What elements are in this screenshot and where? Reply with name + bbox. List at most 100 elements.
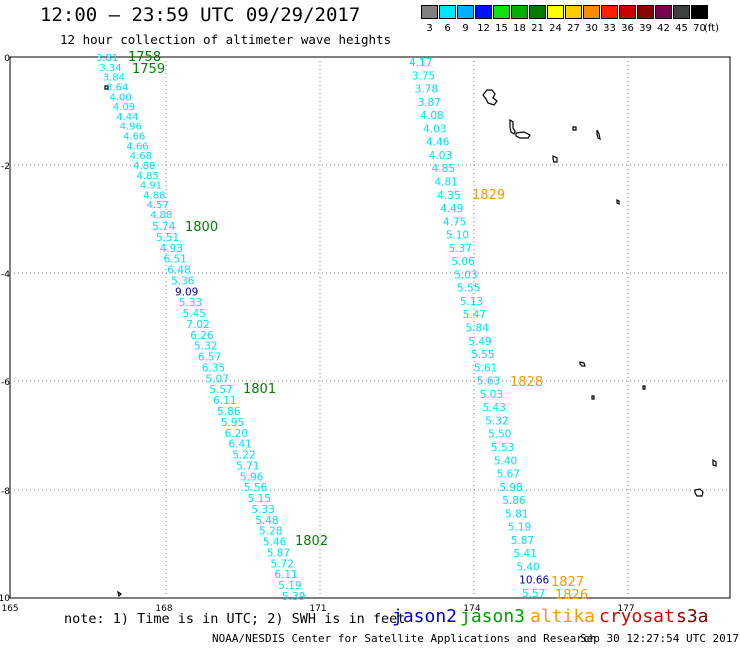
scale-swatch-30 xyxy=(583,5,600,19)
swh-value-west: 5.39 xyxy=(282,591,305,603)
swh-value-east: 4.08 xyxy=(420,110,443,122)
swh-value-west: 5.95 xyxy=(221,417,244,429)
swh-value-west: 5.07 xyxy=(206,373,229,385)
lon-label: 177 xyxy=(617,604,634,614)
page-title: 12:00 — 23:59 UTC 09/29/2017 xyxy=(40,4,361,26)
island-outline xyxy=(591,395,595,400)
swh-value-west: 4.85 xyxy=(137,171,159,182)
swh-value-west: 4.68 xyxy=(130,151,152,162)
swh-value-east: 5.13 xyxy=(460,296,483,308)
track-time-label: 1826 xyxy=(555,588,588,603)
swh-value-east: 5.41 xyxy=(514,548,537,560)
swh-value-east: 5.55 xyxy=(457,283,480,295)
swh-value-west: 3.84 xyxy=(103,73,125,84)
swh-value-east: 5.03 xyxy=(454,269,477,281)
swh-value-west: 5.33 xyxy=(251,504,274,516)
swh-value-east: 5.57 xyxy=(522,588,545,600)
lat-label: -8 xyxy=(1,487,10,497)
lat-label: -6 xyxy=(1,378,10,388)
swh-value-east: 5.47 xyxy=(463,309,486,321)
scale-label-3: 3 xyxy=(426,23,433,34)
swh-value-west: 5.86 xyxy=(217,406,241,418)
scale-label-33: 33 xyxy=(603,23,616,34)
swh-value-east: 4.17 xyxy=(409,57,432,69)
swh-value-west: 4.88 xyxy=(143,190,165,201)
lon-label: 168 xyxy=(155,604,172,614)
scale-label-9: 9 xyxy=(462,23,469,34)
swh-value-east: 5.84 xyxy=(466,323,490,335)
swh-value-east: 4.75 xyxy=(443,216,466,228)
swh-value-east: 5.53 xyxy=(491,442,514,454)
lat-label: 0 xyxy=(4,54,10,64)
legend-jason3: jason3 xyxy=(460,606,526,627)
swh-value-west: 6.48 xyxy=(167,265,190,277)
swh-value-west: 5.71 xyxy=(236,460,259,472)
scale-label-27: 27 xyxy=(567,23,580,34)
lon-label: 165 xyxy=(1,604,18,614)
scale-swatch-33 xyxy=(601,5,618,19)
swh-value-west: 6.26 xyxy=(190,330,214,342)
swh-value-west: 3.64 xyxy=(106,82,128,93)
swh-value-east: 5.10 xyxy=(446,230,469,242)
swh-value-east: 5.67 xyxy=(497,469,520,481)
swh-value-east: 5.40 xyxy=(516,561,539,573)
island-outline xyxy=(552,155,558,163)
scale-swatch-18 xyxy=(511,5,528,19)
lat-label: -10 xyxy=(0,594,10,604)
legend-jason2: jason2 xyxy=(392,606,458,627)
swh-value-east: 5.37 xyxy=(449,243,472,255)
lat-label: -2 xyxy=(1,162,10,172)
swh-value-west: 4.44 xyxy=(116,112,138,123)
swh-value-west: 5.72 xyxy=(271,558,294,570)
scale-label-30: 30 xyxy=(585,23,598,34)
swh-value-east: 5.61 xyxy=(474,362,497,374)
swh-value-west: 3.34 xyxy=(99,63,121,74)
swh-value-east: 5.40 xyxy=(494,455,517,467)
swh-value-west: 9.09 xyxy=(175,286,198,298)
swh-value-west: 5.36 xyxy=(171,275,195,287)
swh-value-east: 4.03 xyxy=(423,123,446,135)
island-outline xyxy=(509,118,516,135)
island-outline xyxy=(515,131,531,139)
track-time-label: 1827 xyxy=(551,575,584,590)
footer-note: note: 1) Time is in UTC; 2) SWH is in fe… xyxy=(64,611,406,627)
swh-value-east: 4.85 xyxy=(432,163,455,175)
swh-value-west: 4.88 xyxy=(133,161,155,172)
swh-value-west: 7.02 xyxy=(186,319,209,331)
swh-value-east: 5.86 xyxy=(502,495,526,507)
swh-value-west: 4.91 xyxy=(140,181,162,192)
swh-value-east: 3.87 xyxy=(417,97,440,109)
swh-value-west: 4.57 xyxy=(147,200,169,211)
swh-value-west: 4.93 xyxy=(160,243,183,255)
swh-value-west: 6.57 xyxy=(198,352,221,364)
swh-value-east: 5.32 xyxy=(485,415,508,427)
scale-label-15: 15 xyxy=(495,23,508,34)
swh-value-east: 4.03 xyxy=(429,150,452,162)
lon-label: 171 xyxy=(309,604,326,614)
page-subtitle: 12 hour collection of altimeter wave hei… xyxy=(60,32,392,47)
swh-value-west: 5.33 xyxy=(179,297,202,309)
island-outline xyxy=(104,85,109,90)
swh-value-west: 5.57 xyxy=(209,384,232,396)
swh-value-east: 5.50 xyxy=(488,429,511,441)
island-outline xyxy=(572,126,577,131)
scale-label-36: 36 xyxy=(621,23,634,34)
scale-label-42: 42 xyxy=(657,23,670,34)
lat-label: -4 xyxy=(1,270,10,280)
swh-value-west: 5.45 xyxy=(183,308,206,320)
island-outline xyxy=(482,89,498,106)
scale-label-70: 70 xyxy=(693,23,706,34)
swh-value-west: 5.28 xyxy=(259,526,282,538)
track-time-label: 1801 xyxy=(243,382,276,397)
swh-value-east: 5.19 xyxy=(508,522,531,534)
swh-value-west: 6.41 xyxy=(228,439,251,451)
scale-label-39: 39 xyxy=(639,23,652,34)
scale-swatch-27 xyxy=(565,5,582,19)
legend-cryosat: cryosat xyxy=(599,606,675,627)
swh-value-west: 6.35 xyxy=(202,362,225,374)
swh-value-east: 5.98 xyxy=(499,482,522,494)
scale-swatch-6 xyxy=(439,5,456,19)
scale-label-24: 24 xyxy=(549,23,562,34)
scale-swatch-9 xyxy=(457,5,474,19)
